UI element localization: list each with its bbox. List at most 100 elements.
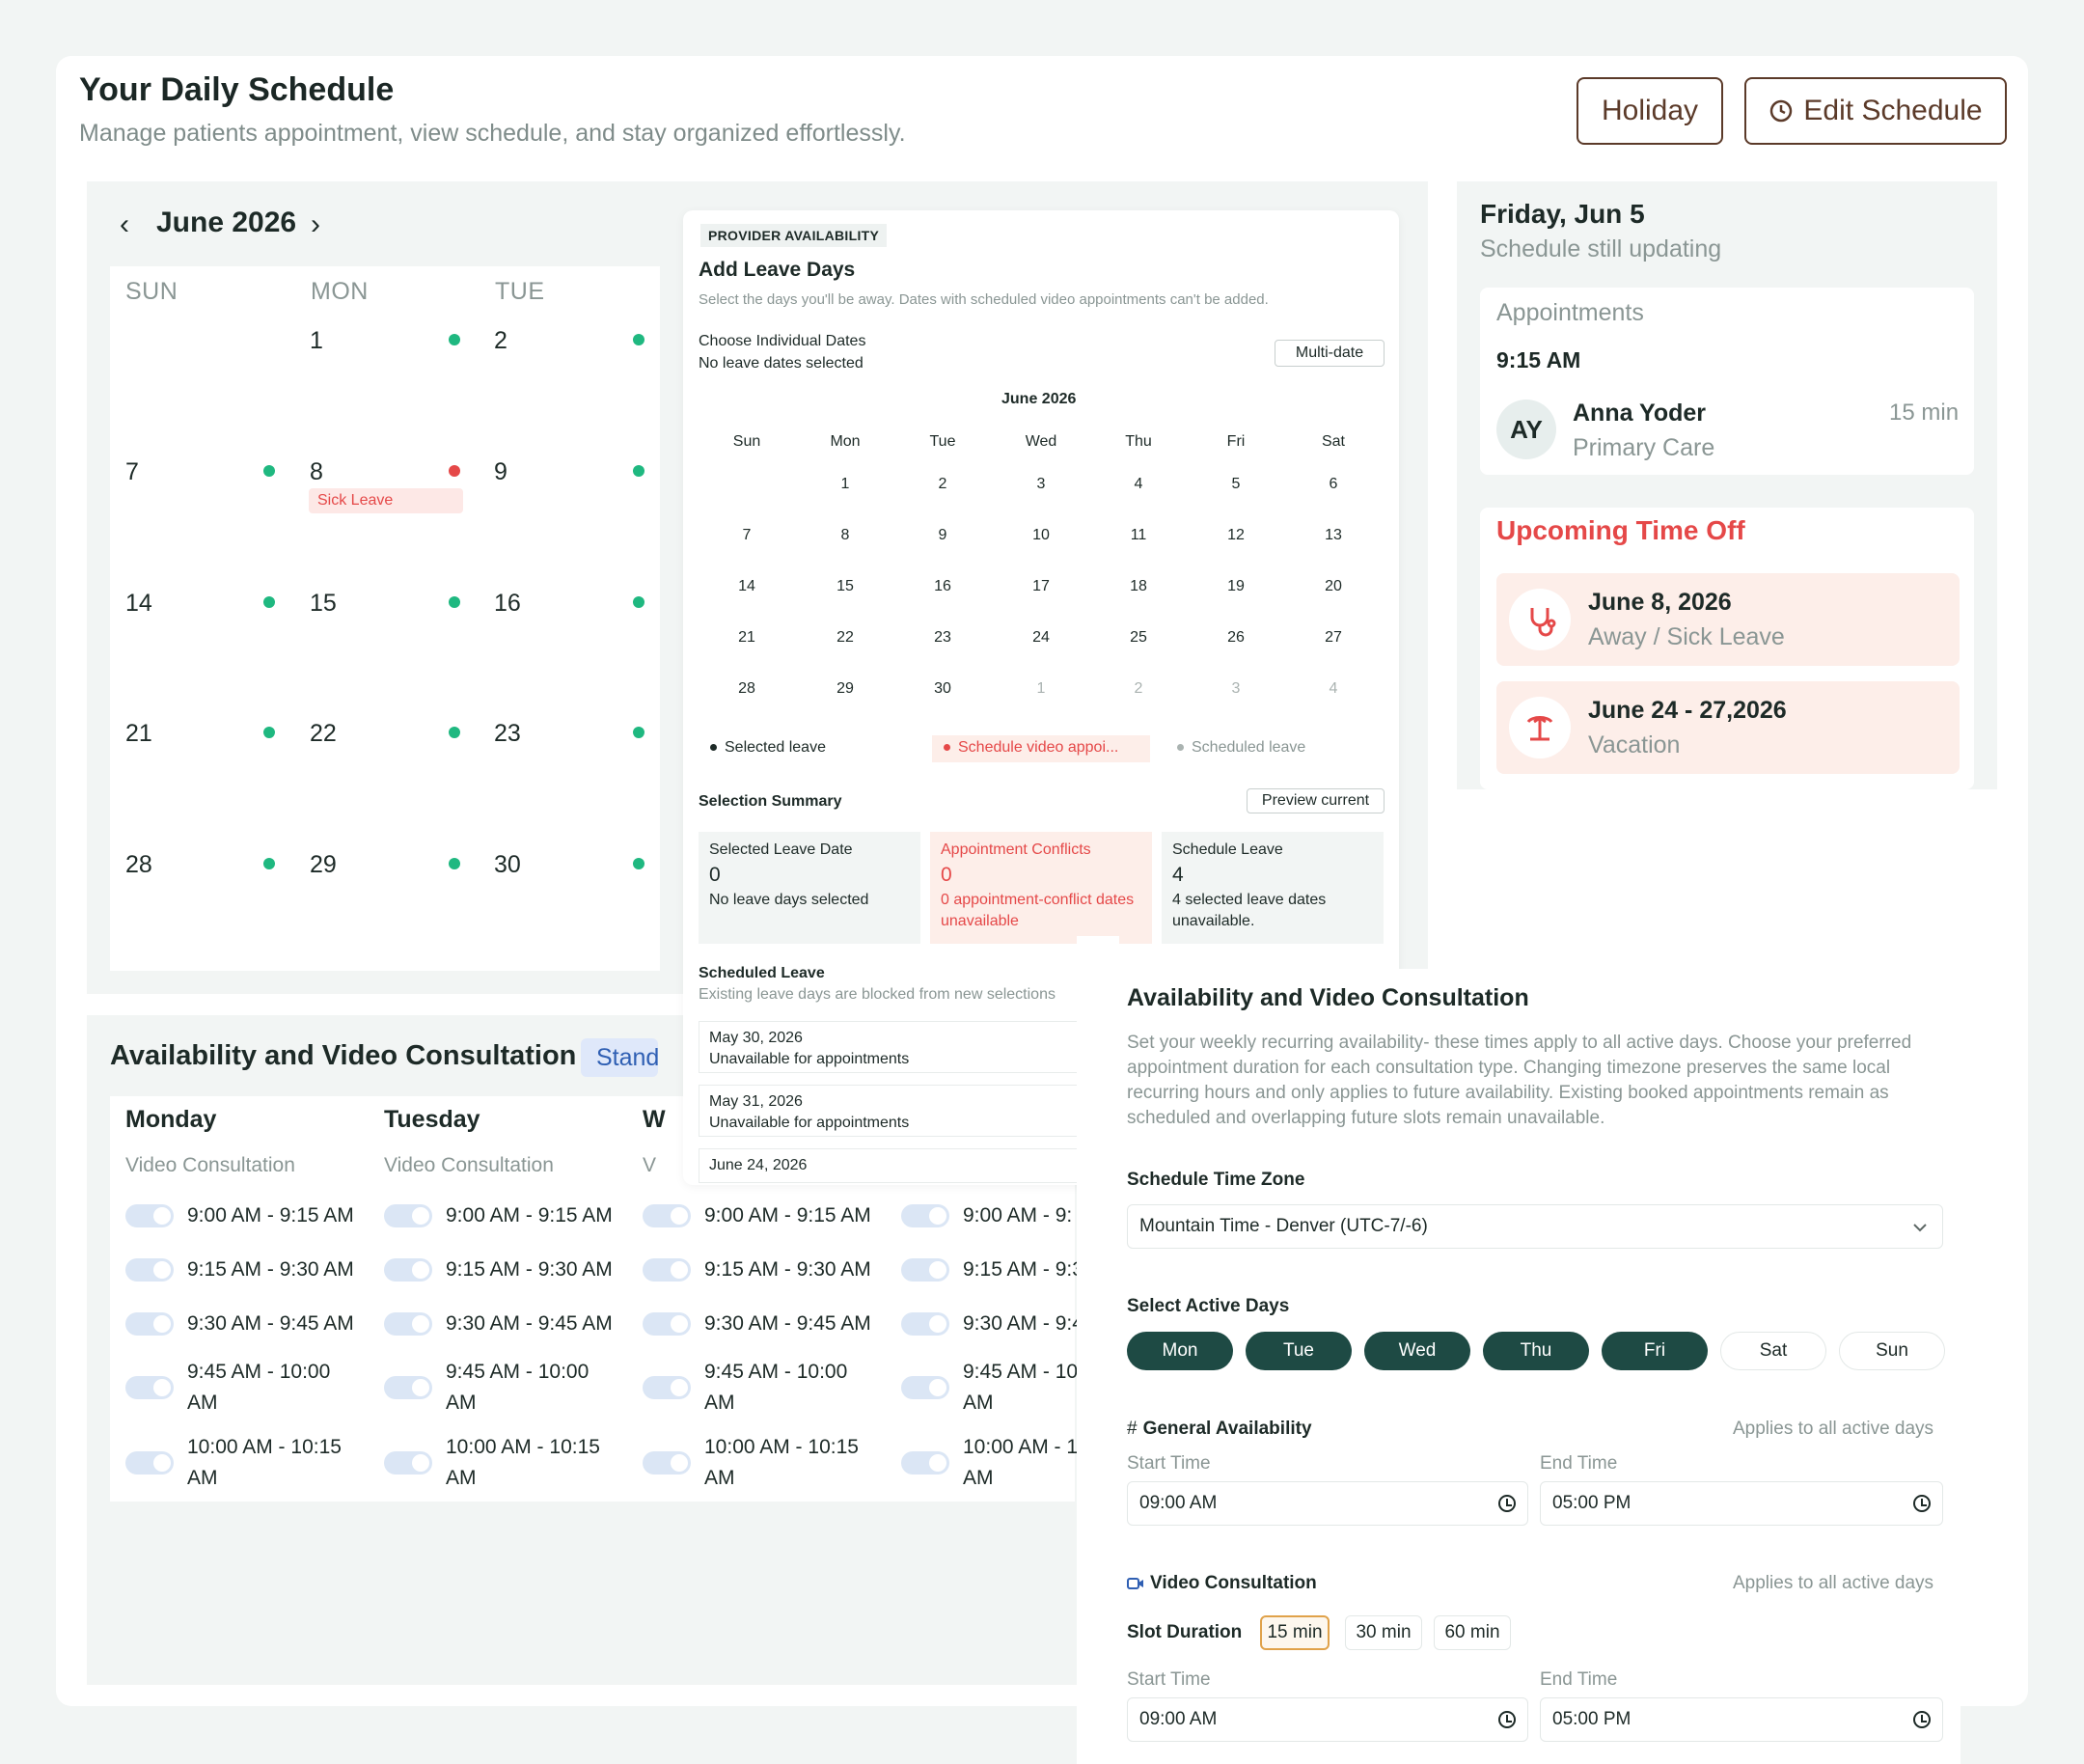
cal-day[interactable]: 9 [494,458,507,485]
mini-day[interactable]: 23 [934,629,951,646]
slot-toggle[interactable] [125,1312,174,1336]
scheduled-leave-item[interactable]: May 30, 2026 Unavailable for appointments [699,1021,1123,1073]
day-chip-wed[interactable]: Wed [1364,1332,1470,1370]
mini-day[interactable]: 30 [934,680,951,697]
mini-day[interactable]: 22 [836,629,854,646]
duration-15-button[interactable]: 15 min [1260,1615,1330,1650]
duration-60-button[interactable]: 60 min [1434,1615,1511,1650]
chevron-right-icon[interactable]: › [311,208,320,240]
mini-day[interactable]: 25 [1130,629,1147,646]
day-chip-tue[interactable]: Tue [1246,1332,1352,1370]
slot-toggle[interactable] [384,1312,432,1336]
cal-day[interactable]: 2 [494,327,507,354]
mini-day[interactable]: 4 [1134,476,1143,492]
mini-day[interactable]: 11 [1130,527,1147,543]
slot-toggle[interactable] [125,1258,174,1282]
day-chip-fri[interactable]: Fri [1602,1332,1708,1370]
mini-day[interactable]: 3 [1231,680,1241,697]
timezone-select[interactable]: Mountain Time - Denver (UTC-7/-6) [1127,1204,1943,1249]
mini-day[interactable]: 29 [836,680,854,697]
day-chip-mon[interactable]: Mon [1127,1332,1233,1370]
cal-day[interactable]: 1 [310,327,323,354]
slot-toggle[interactable] [125,1204,174,1227]
day-chip-sun[interactable]: Sun [1839,1332,1945,1370]
general-start-input[interactable]: 09:00 AM [1127,1481,1528,1526]
cal-day[interactable]: 7 [125,458,139,485]
day-chip-sat[interactable]: Sat [1720,1332,1826,1370]
cal-day[interactable]: 16 [494,590,521,617]
slot-toggle[interactable] [901,1312,949,1336]
multi-date-button[interactable]: Multi-date [1275,340,1385,367]
slot-toggle[interactable] [125,1451,174,1475]
mini-day[interactable]: 3 [1036,476,1046,492]
mini-day[interactable]: 9 [938,527,947,543]
scheduled-leave-item[interactable]: June 24, 2026 [699,1148,1123,1183]
cal-day[interactable]: 21 [125,720,152,747]
slot-toggle[interactable] [901,1258,949,1282]
mini-day[interactable]: 17 [1032,578,1050,594]
slot-toggle[interactable] [901,1376,949,1399]
availability-dot [449,727,460,738]
mini-day[interactable]: 24 [1032,629,1050,646]
cal-day[interactable]: 29 [310,851,337,878]
edit-schedule-button[interactable]: Edit Schedule [1744,77,2007,145]
time-off-date: June 8, 2026 [1588,589,1732,616]
start-time-label: Start Time [1127,1669,1211,1690]
mini-day[interactable]: 20 [1325,578,1342,594]
mini-day[interactable]: 28 [738,680,755,697]
patient-name[interactable]: Anna Yoder [1573,400,1706,427]
mini-day[interactable]: 26 [1227,629,1245,646]
slot-toggle[interactable] [643,1204,691,1227]
slot-toggle[interactable] [643,1312,691,1336]
slot-toggle[interactable] [384,1451,432,1475]
scheduled-leave-item[interactable]: May 31, 2026 Unavailable for appointments [699,1085,1123,1137]
video-end-input[interactable]: 05:00 PM [1540,1697,1943,1742]
slot-toggle[interactable] [643,1451,691,1475]
slot-toggle[interactable] [643,1376,691,1399]
cal-day[interactable]: 8 [310,458,323,485]
cal-day[interactable]: 22 [310,720,337,747]
cal-day[interactable]: 30 [494,851,521,878]
mini-day[interactable]: 15 [836,578,854,594]
mini-day[interactable]: 18 [1130,578,1147,594]
general-end-input[interactable]: 05:00 PM [1540,1481,1943,1526]
cal-day[interactable]: 15 [310,590,337,617]
slot-label: 9:15 AM - 9:30 AM [446,1258,613,1281]
cal-day[interactable]: 14 [125,590,152,617]
slot-toggle[interactable] [125,1376,174,1399]
mini-day[interactable]: 14 [738,578,755,594]
chevron-left-icon[interactable]: ‹ [120,208,129,240]
cal-day[interactable]: 23 [494,720,521,747]
day-chip-thu[interactable]: Thu [1483,1332,1589,1370]
mini-day[interactable]: 12 [1227,527,1245,543]
slot-toggle[interactable] [643,1258,691,1282]
mini-day[interactable]: 7 [742,527,752,543]
mini-day[interactable]: 21 [738,629,755,646]
mini-day[interactable]: 19 [1227,578,1245,594]
cal-day[interactable]: 28 [125,851,152,878]
slot-toggle[interactable] [384,1376,432,1399]
mini-day[interactable]: 1 [840,476,850,492]
mini-day[interactable]: 1 [1036,680,1046,697]
mini-day[interactable]: 27 [1325,629,1342,646]
holiday-button[interactable]: Holiday [1577,77,1723,145]
mini-day[interactable]: 2 [1134,680,1143,697]
mini-day[interactable]: 16 [934,578,951,594]
time-off-item[interactable] [1496,573,1960,666]
slot-label: 9:15 AM - 9:30 AM [704,1258,871,1281]
mini-day[interactable]: 8 [840,527,850,543]
video-start-input[interactable]: 09:00 AM [1127,1697,1528,1742]
duration-30-button[interactable]: 30 min [1345,1615,1422,1650]
time-off-item[interactable] [1496,681,1960,774]
slot-toggle[interactable] [901,1204,949,1227]
mini-day[interactable]: 5 [1231,476,1241,492]
mini-day[interactable]: 6 [1329,476,1338,492]
mini-day[interactable]: 2 [938,476,947,492]
mini-day[interactable]: 10 [1032,527,1050,543]
mini-day[interactable]: 4 [1329,680,1338,697]
slot-toggle[interactable] [384,1204,432,1227]
preview-current-button[interactable]: Preview current [1247,788,1385,813]
slot-toggle[interactable] [901,1451,949,1475]
slot-toggle[interactable] [384,1258,432,1282]
mini-day[interactable]: 13 [1325,527,1342,543]
